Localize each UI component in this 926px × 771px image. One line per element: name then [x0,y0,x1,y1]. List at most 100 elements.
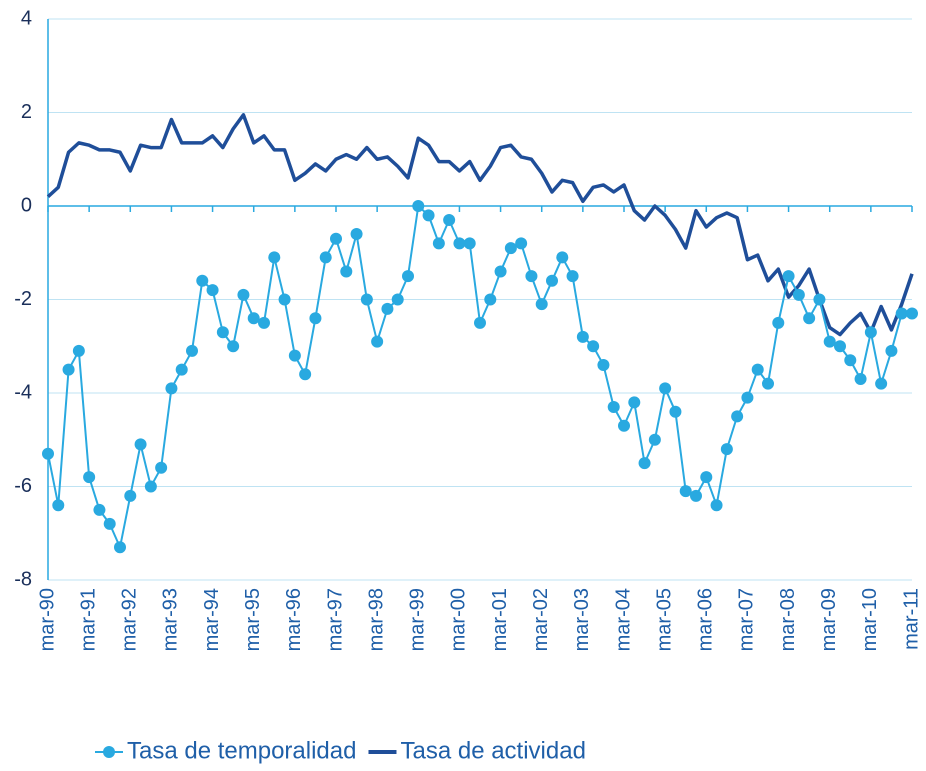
data-point [124,489,137,502]
data-point [731,410,744,423]
data-point [607,401,620,414]
data-point [875,377,888,390]
legend-label: Tasa de temporalidad [127,737,356,764]
series-line [46,113,914,337]
data-point [782,270,795,283]
data-point [546,274,558,287]
data-point [268,251,281,264]
data-point [288,349,301,362]
data-point [854,372,867,385]
data-point [484,293,497,306]
data-point [895,307,908,320]
data-point [381,302,394,315]
x-tick-label: mar-06 [695,588,717,651]
x-tick-label: mar-98 [365,588,387,651]
x-tick-label: mar-02 [530,588,552,651]
data-point [720,443,733,456]
data-point [474,316,486,329]
data-point [638,457,651,470]
data-point [700,471,713,484]
data-point [350,228,363,241]
x-tick-label: mar-95 [242,588,264,651]
data-point [412,200,425,212]
data-point [371,335,384,348]
data-point [823,335,836,348]
data-point [587,340,600,353]
x-tick-label: mar-08 [777,588,799,651]
y-tick-label: 4 [21,7,32,29]
data-point [227,340,240,353]
x-tick-label: mar-94 [201,588,223,651]
data-point [237,288,250,301]
data-point [299,368,312,381]
legend-marker [103,746,115,758]
data-point [885,344,898,357]
data-point [144,480,157,493]
data-point [247,312,260,325]
y-tick-label: -8 [14,568,32,590]
data-point [453,237,466,250]
data-point [165,382,178,395]
data-point [679,485,692,498]
data-point [319,251,332,264]
data-point [504,242,517,255]
x-tick-label: mar-05 [653,588,675,651]
data-point [618,419,630,432]
y-tick-label: -2 [14,288,32,310]
data-point [72,344,85,357]
data-point [422,209,435,222]
data-point [103,517,116,530]
data-point [648,433,661,446]
legend-label: Tasa de actividad [400,737,585,764]
data-point [206,284,219,297]
data-point [134,438,147,451]
x-tick-label: mar-10 [859,588,881,651]
series-line [47,205,912,549]
data-point [556,251,569,264]
data-point [710,499,723,512]
data-point [690,489,702,502]
data-point [114,541,126,554]
data-point [494,265,507,278]
data-point [196,274,209,287]
data-point [597,358,610,371]
x-tick-label: mar-96 [283,588,305,651]
x-tick-label: mar-00 [448,588,470,651]
data-point [186,344,198,357]
data-point [52,499,65,512]
data-point [443,214,456,227]
data-point [93,503,106,516]
data-point [628,396,641,409]
data-point [155,461,168,474]
data-point [360,293,373,306]
x-tick-label: mar-91 [77,588,99,651]
data-point [834,340,846,353]
data-point [62,363,75,376]
data-point [741,391,754,404]
x-tick-label: mar-97 [324,588,346,651]
data-point [906,307,918,320]
data-point [792,288,805,301]
data-point [659,382,672,395]
data-point [402,270,414,283]
data-point [83,471,96,484]
y-tick-label: -4 [14,381,32,403]
data-point [803,312,816,325]
y-tick-label: 0 [21,194,32,216]
data-point [340,265,353,278]
x-tick-label: mar-99 [407,588,429,651]
data-point [258,316,270,329]
data-point [309,312,322,325]
data-point [515,237,528,250]
x-tick-label: mar-93 [160,588,182,651]
data-point [175,363,188,376]
data-point [813,293,826,306]
x-tick-label: mar-07 [736,588,758,651]
data-point [762,377,774,390]
x-tick-label: mar-04 [612,588,634,651]
x-tick-label: mar-92 [119,588,141,651]
data-point [566,270,579,283]
data-point [216,326,229,339]
x-tick-label: mar-90 [36,588,58,651]
x-tick-label: mar-03 [571,588,593,651]
